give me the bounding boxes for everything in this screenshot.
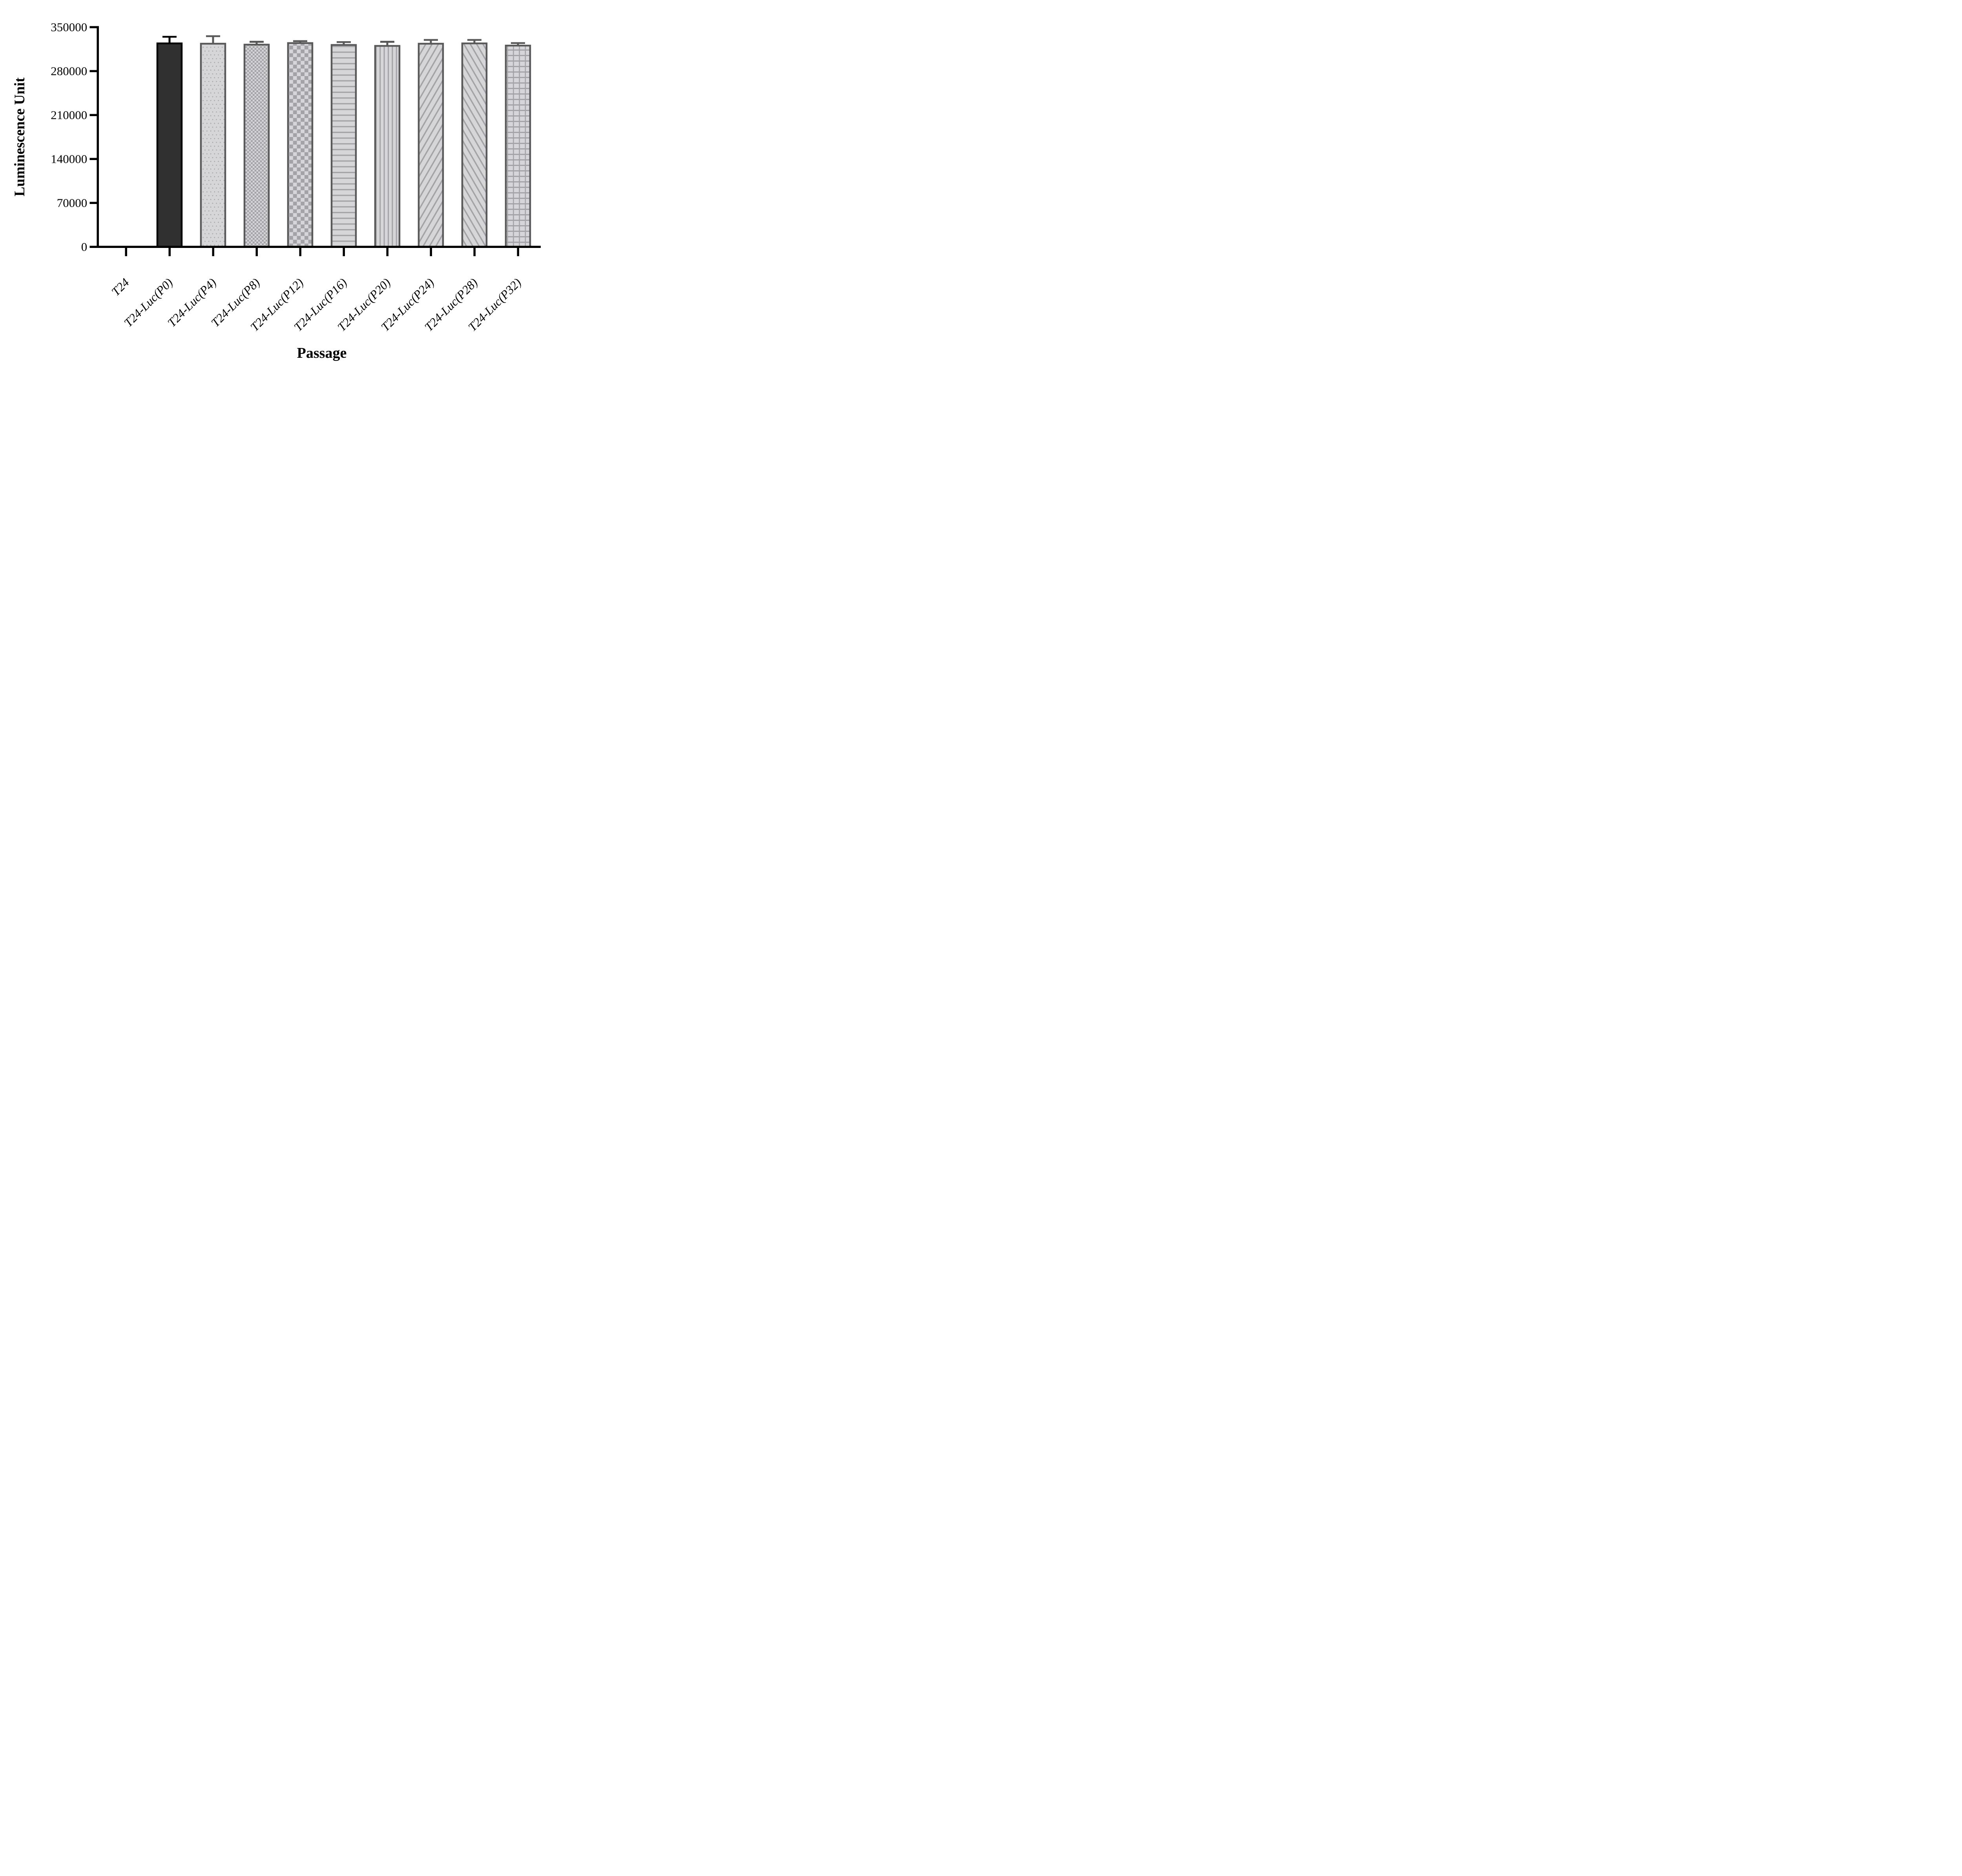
error-bar-cap — [162, 36, 177, 38]
error-bar-cap — [206, 35, 220, 37]
error-bar-stem — [212, 36, 214, 45]
y-tick-label: 70000 — [57, 196, 88, 210]
bar — [374, 45, 401, 248]
y-tick-label: 210000 — [51, 108, 87, 122]
error-bar-stem — [386, 42, 388, 47]
bar — [200, 43, 226, 248]
x-category-label: T24 — [109, 275, 132, 299]
y-axis-title: Luminescence Unit — [12, 77, 28, 197]
bar — [156, 42, 183, 248]
bars-layer — [156, 35, 531, 248]
bar — [505, 44, 531, 248]
error-bar-cap — [250, 41, 264, 43]
error-bar-cap — [424, 39, 438, 41]
error-bar-stem — [430, 40, 432, 45]
y-tick-label: 280000 — [51, 64, 87, 78]
y-tick-label: 140000 — [51, 152, 87, 166]
bar — [287, 42, 314, 248]
figure: T24 T24-Luc(P0) T24-Luc(P4) T24-Luc(P8) T24-… — [0, 0, 560, 375]
error-bar-cap — [467, 39, 481, 41]
x-axis-title: Passage — [297, 345, 347, 361]
error-bar-cap — [511, 42, 525, 44]
y-tick-label: 0 — [81, 240, 88, 254]
bar — [330, 44, 357, 248]
bar-chart: T24T24-Luc(P0)T24-Luc(P4)T24-Luc(P8)T24-… — [12, 20, 541, 361]
bar — [418, 43, 444, 248]
error-bar-cap — [380, 41, 394, 43]
error-bar-stem — [168, 37, 171, 45]
error-bar-cap — [337, 41, 351, 43]
y-tick-label: 350000 — [51, 20, 87, 34]
bar — [461, 42, 488, 248]
bar — [243, 44, 270, 248]
error-bar-cap — [293, 40, 307, 42]
